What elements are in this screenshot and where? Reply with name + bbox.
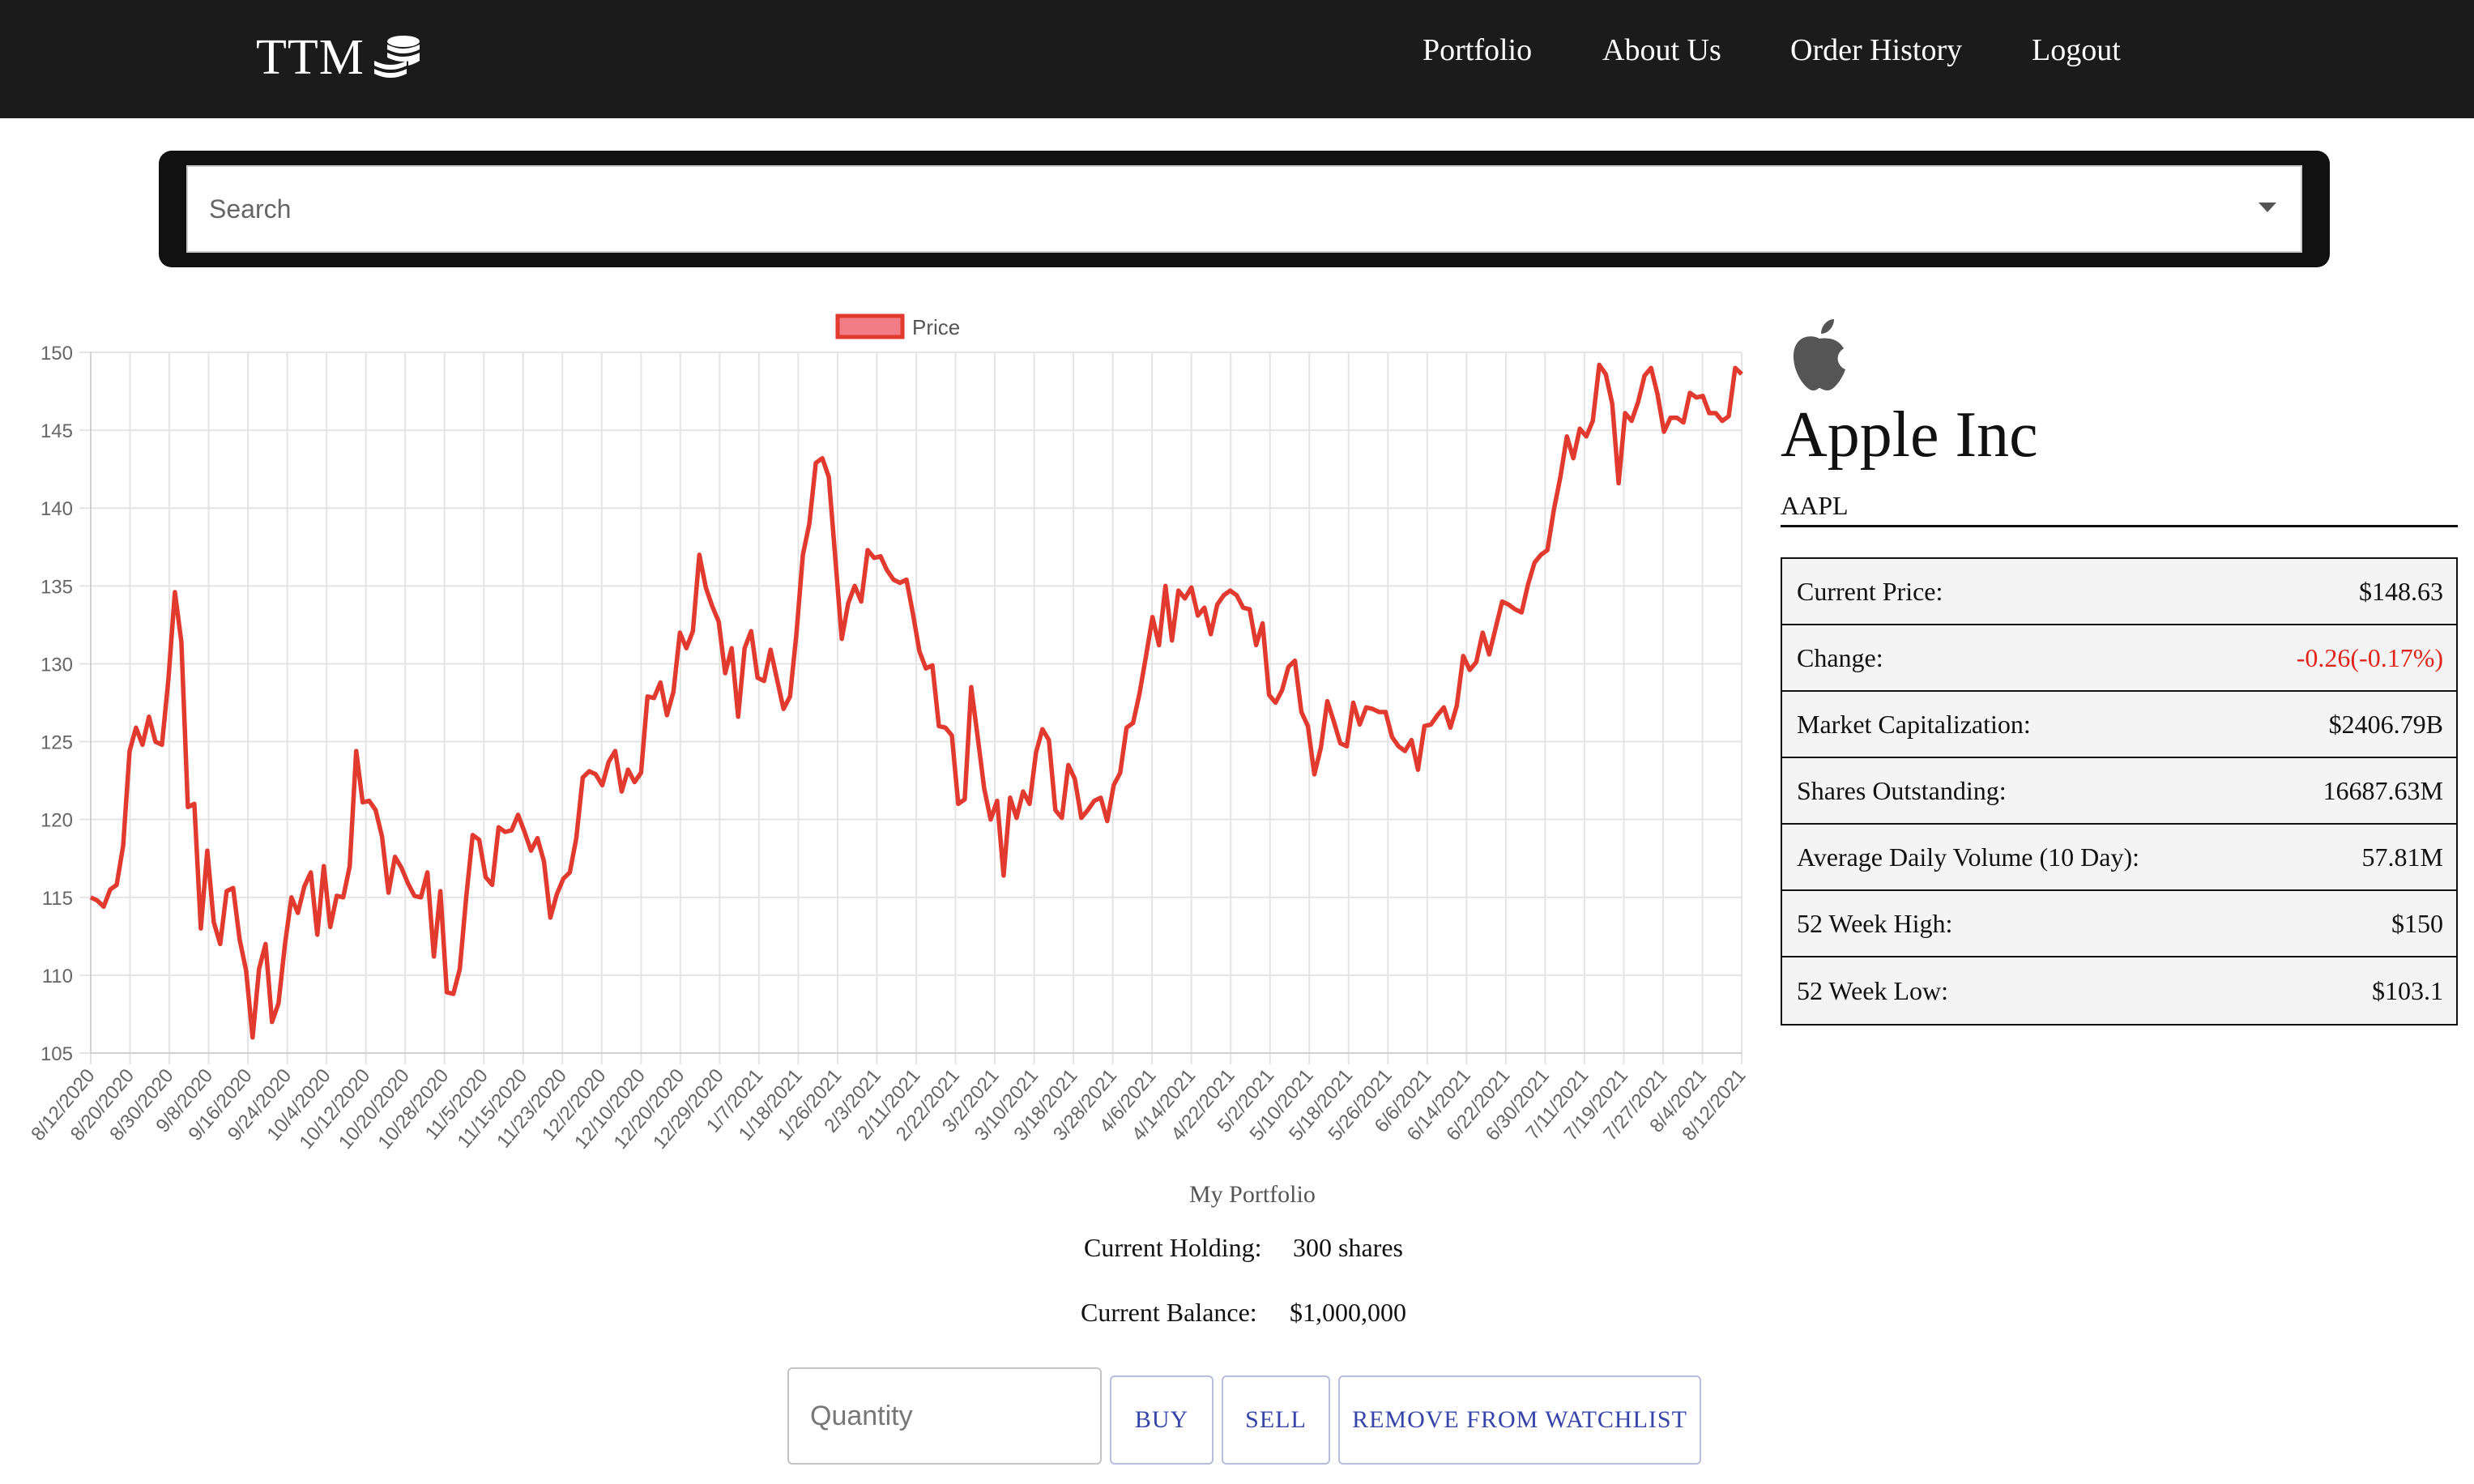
- y-tick-label: 130: [41, 654, 73, 676]
- legend-swatch: [835, 313, 905, 339]
- chevron-down-icon[interactable]: [2259, 203, 2276, 212]
- stat-value: -0.26(-0.17%): [2296, 642, 2443, 672]
- stat-label: Average Daily Volume (10 Day):: [1797, 842, 2139, 872]
- stat-label: Shares Outstanding:: [1797, 775, 2007, 805]
- coin-stack-icon: [373, 36, 420, 78]
- stat-value: $103.1: [2372, 975, 2443, 1005]
- nav-link-portfolio[interactable]: Portfolio: [1423, 33, 1533, 67]
- y-tick-label: 140: [41, 498, 73, 520]
- buy-button[interactable]: BUY: [1110, 1375, 1214, 1465]
- legend-label: Price: [912, 315, 960, 339]
- holding-value: 300 shares: [1293, 1233, 1403, 1262]
- stat-row: 52 Week High: $150: [1782, 891, 2456, 957]
- stat-value: $2406.79B: [2328, 709, 2443, 739]
- y-tick-label: 110: [42, 966, 73, 987]
- stat-label: Current Price:: [1797, 576, 1943, 606]
- brand-logo[interactable]: TTM: [256, 21, 423, 94]
- price-chart: 1051101151201251301351401451508/12/20208…: [27, 313, 1751, 1154]
- stat-value: 57.81M: [2361, 842, 2443, 872]
- stat-label: Market Capitalization:: [1797, 709, 2031, 739]
- stat-row: Shares Outstanding: 16687.63M: [1782, 758, 2456, 825]
- y-tick-label: 135: [41, 576, 73, 598]
- stat-row: 52 Week Low: $103.1: [1782, 957, 2456, 1024]
- stat-label: 52 Week Low:: [1797, 975, 1949, 1005]
- company-name: Apple Inc: [1781, 399, 2038, 471]
- y-tick-label: 150: [41, 343, 73, 365]
- balance-value: $1,000,000: [1290, 1298, 1406, 1327]
- y-tick-label: 145: [41, 420, 73, 442]
- holding-label: Current Holding:: [1084, 1233, 1262, 1262]
- stat-value: $150: [2391, 908, 2443, 938]
- y-tick-label: 125: [41, 732, 73, 754]
- stat-value: $148.63: [2359, 576, 2443, 606]
- sell-button[interactable]: SELL: [1222, 1375, 1330, 1465]
- brand-name: TTM: [256, 29, 365, 85]
- remove-from-watchlist-button[interactable]: REMOVE FROM WATCHLIST: [1338, 1375, 1701, 1465]
- price-series-line: [89, 362, 1743, 1040]
- search-select[interactable]: [186, 165, 2302, 253]
- stat-label: 52 Week High:: [1797, 908, 1953, 938]
- stat-label: Change:: [1797, 642, 1883, 672]
- y-tick-label: 120: [41, 810, 73, 832]
- nav-link-about-us[interactable]: About Us: [1602, 33, 1721, 67]
- stat-row: Market Capitalization: $2406.79B: [1782, 692, 2456, 758]
- stat-value: 16687.63M: [2323, 775, 2443, 805]
- stat-row: Change: -0.26(-0.17%): [1782, 625, 2456, 692]
- stat-row: Current Price: $148.63: [1782, 559, 2456, 625]
- search-input[interactable]: [188, 167, 2246, 251]
- ticker-symbol: AAPL: [1781, 491, 1849, 520]
- stat-row: Average Daily Volume (10 Day): 57.81M: [1782, 825, 2456, 891]
- balance-label: Current Balance:: [1081, 1298, 1257, 1327]
- apple-logo-icon: [1794, 319, 1845, 390]
- nav-link-order-history[interactable]: Order History: [1790, 33, 1963, 67]
- y-tick-label: 105: [41, 1043, 73, 1065]
- navbar: TTM Portfolio About Us Order History Log…: [0, 0, 2474, 118]
- search-container: [159, 151, 2330, 267]
- quantity-input[interactable]: [787, 1367, 1102, 1465]
- ticker-divider: [1781, 525, 2458, 527]
- stock-stats-table: Current Price: $148.63 Change: -0.26(-0.17%…: [1781, 557, 2458, 1026]
- nav-link-logout[interactable]: Logout: [2032, 33, 2121, 67]
- portfolio-title: My Portfolio: [1189, 1181, 1316, 1208]
- y-tick-label: 115: [42, 888, 73, 910]
